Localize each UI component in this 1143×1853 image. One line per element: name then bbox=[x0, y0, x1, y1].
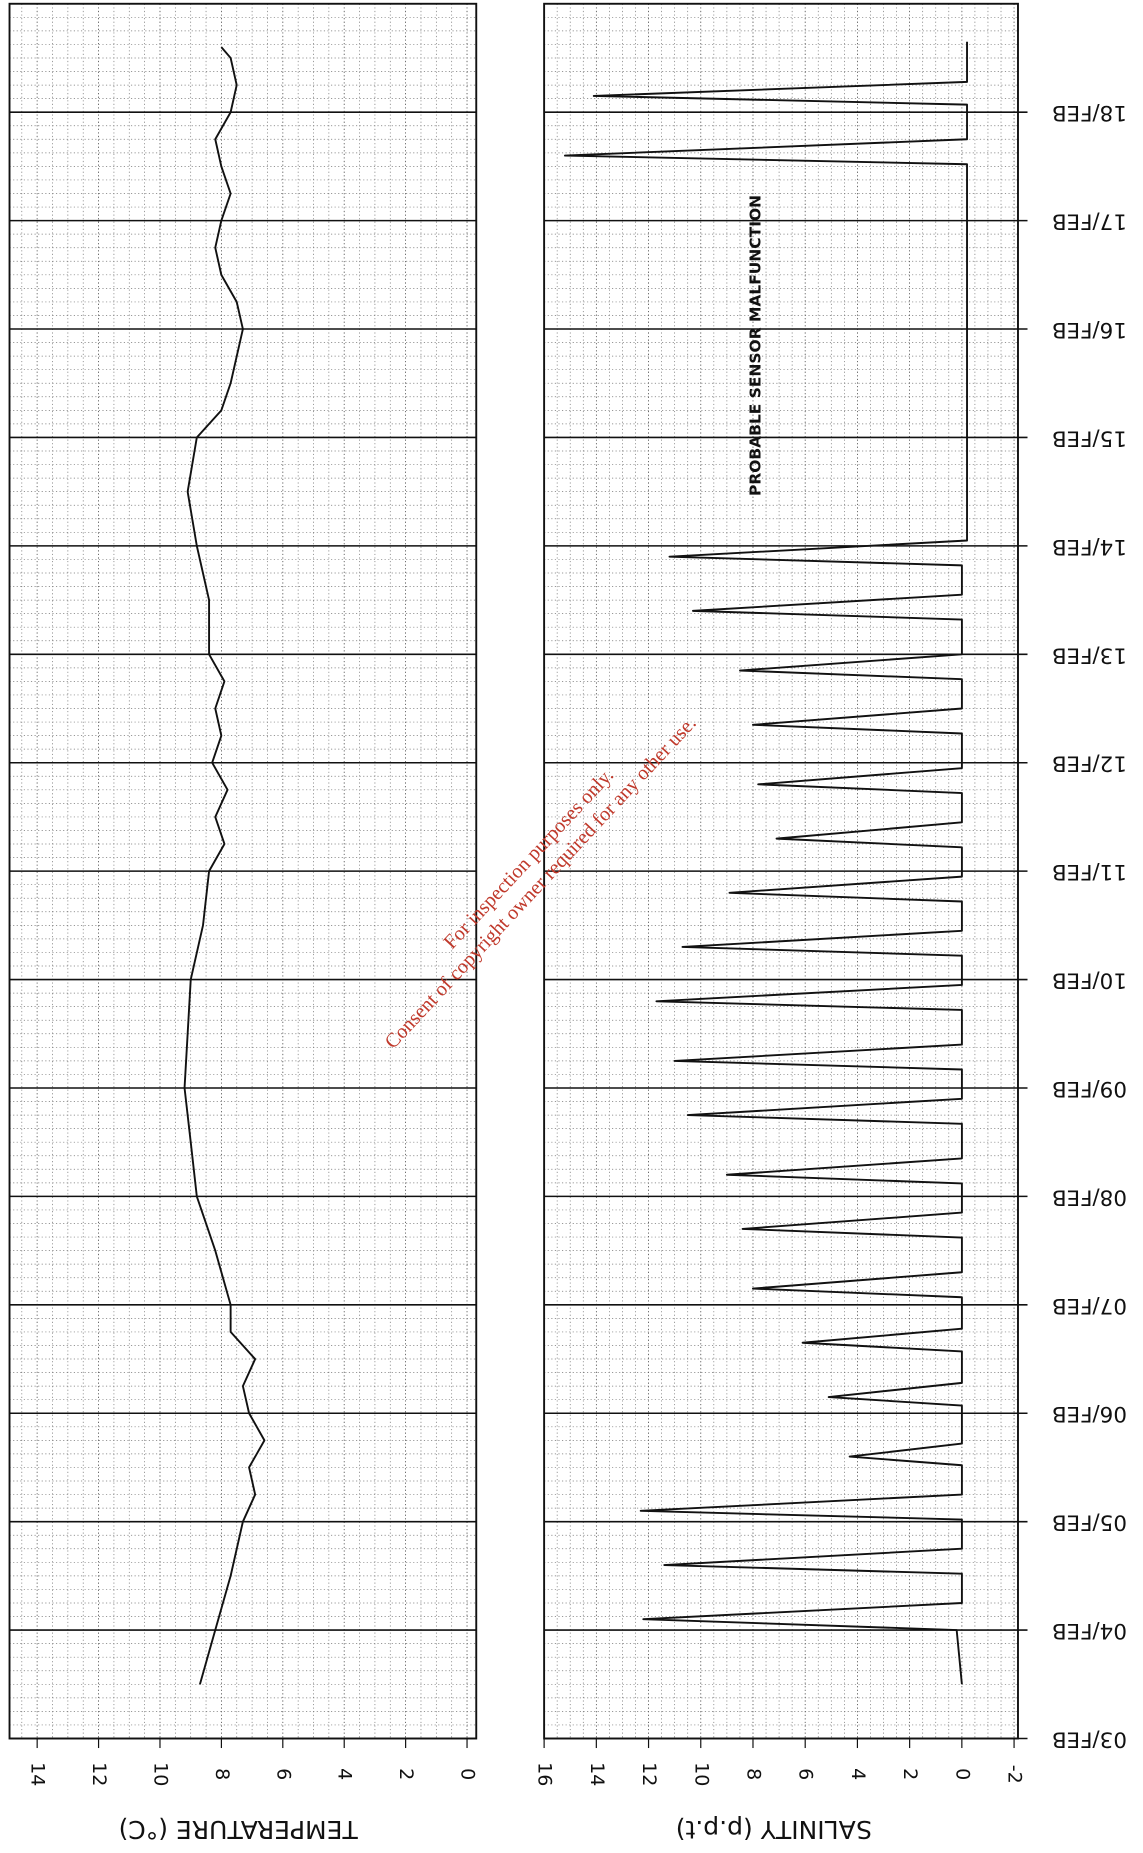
y-tick-label: 2 bbox=[395, 1768, 417, 1780]
x-tick-label: 09/FEB bbox=[1052, 1076, 1127, 1101]
x-tick-label: 05/FEB bbox=[1052, 1510, 1127, 1535]
axis-title: TEMPERATURE (°C) bbox=[119, 1815, 359, 1844]
y-tick-label: 14 bbox=[27, 1762, 49, 1786]
y-tick-label: 0 bbox=[457, 1768, 479, 1780]
axis-title: SALINITY (p.p.t) bbox=[676, 1815, 872, 1844]
y-tick-label: 14 bbox=[586, 1762, 608, 1786]
x-tick-label: 13/FEB bbox=[1052, 642, 1127, 667]
y-tick-label: 12 bbox=[88, 1762, 110, 1786]
data-line bbox=[183, 46, 266, 1685]
x-tick-label: 14/FEB bbox=[1052, 534, 1127, 559]
x-tick-label: 18/FEB bbox=[1052, 100, 1127, 125]
y-tick-label: 0 bbox=[951, 1768, 973, 1780]
y-tick-label: 8 bbox=[211, 1768, 233, 1780]
x-tick-label: 12/FEB bbox=[1052, 751, 1127, 776]
y-tick-label: 8 bbox=[742, 1768, 764, 1780]
y-tick-label: 4 bbox=[847, 1768, 869, 1780]
panel: 0 2 4 6 8 10 12 14 TEMPERATURE (°C) bbox=[8, 2, 479, 1844]
x-tick-label: 06/FEB bbox=[1052, 1401, 1127, 1426]
y-tick-label: -2 bbox=[1004, 1765, 1026, 1784]
data-line bbox=[563, 41, 968, 1685]
y-tick-label: 16 bbox=[534, 1762, 556, 1786]
x-tick-label: 16/FEB bbox=[1052, 317, 1127, 342]
x-tick-label: 11/FEB bbox=[1052, 859, 1127, 884]
y-tick-label: 10 bbox=[149, 1762, 171, 1786]
y-tick-label: 6 bbox=[272, 1768, 294, 1780]
annotation: PROBABLE SENSOR MALFUNCTION bbox=[747, 195, 765, 496]
x-tick-label: 07/FEB bbox=[1052, 1293, 1127, 1318]
y-tick-label: 2 bbox=[899, 1768, 921, 1780]
y-tick-label: 4 bbox=[334, 1768, 356, 1780]
x-tick-label: 17/FEB bbox=[1052, 209, 1127, 234]
x-tick-label: 10/FEB bbox=[1052, 968, 1127, 993]
plot-frame bbox=[8, 2, 478, 1740]
y-tick-label: 6 bbox=[795, 1768, 817, 1780]
y-tick-label: 12 bbox=[638, 1762, 660, 1786]
plot-frame bbox=[543, 2, 1019, 1740]
charts: 0 2 4 6 8 10 12 14 TEMPERATURE (°C) -2 0 2 4 6 8 10 12 14… bbox=[8, 2, 1127, 1844]
x-tick-label: 08/FEB bbox=[1052, 1184, 1127, 1209]
panel: -2 0 2 4 6 8 10 12 14 16 03/FEB 04/FEB 05/FEB 06/FEB 0… bbox=[534, 2, 1127, 1844]
x-tick-label: 04/FEB bbox=[1052, 1618, 1127, 1643]
x-tick-label: 15/FEB bbox=[1052, 425, 1127, 450]
x-tick-label: 03/FEB bbox=[1052, 1727, 1127, 1752]
y-tick-label: 10 bbox=[690, 1762, 712, 1786]
